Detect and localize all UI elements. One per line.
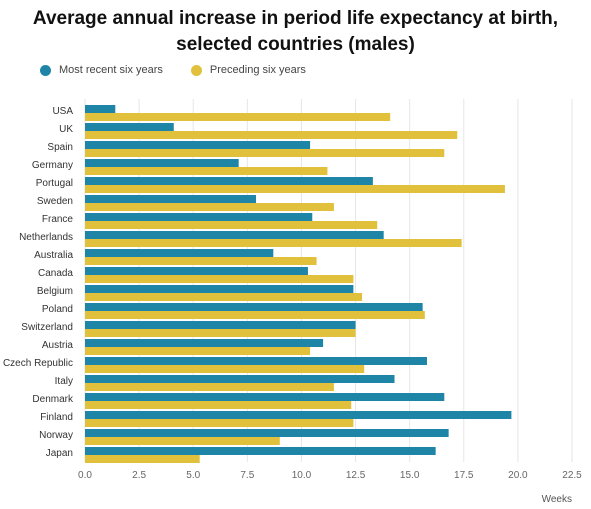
bar-recent	[85, 339, 324, 347]
category-label: Australia	[34, 250, 73, 261]
x-tick-label: 12.5	[346, 470, 366, 481]
bar-preceding	[85, 149, 445, 157]
bar-recent	[85, 249, 274, 257]
bar-preceding	[85, 329, 356, 337]
bar-preceding	[85, 347, 311, 355]
bar-preceding	[85, 437, 280, 445]
category-label: Portugal	[36, 178, 73, 189]
bar-recent	[85, 411, 512, 419]
bar-recent	[85, 303, 423, 311]
bar-preceding	[85, 203, 334, 211]
bar-preceding	[85, 221, 378, 229]
category-label: Italy	[55, 376, 73, 387]
bar-preceding	[85, 401, 352, 409]
x-tick-label: 17.5	[454, 470, 474, 481]
x-tick-label: 7.5	[240, 470, 254, 481]
bar-preceding	[85, 365, 365, 373]
bar-recent	[85, 177, 373, 185]
category-label: Czech Republic	[3, 358, 73, 369]
bar-preceding	[85, 239, 462, 247]
bar-recent	[85, 213, 313, 221]
legend: Most recent six years Preceding six year…	[40, 64, 334, 76]
legend-label-preceding: Preceding six years	[209, 64, 306, 76]
bar-recent	[85, 447, 436, 455]
bar-recent	[85, 267, 308, 275]
bar-preceding	[85, 419, 354, 427]
category-label: Belgium	[37, 286, 73, 297]
category-label: Denmark	[32, 394, 74, 405]
bar-preceding	[85, 131, 458, 139]
legend-label-recent: Most recent six years	[59, 64, 163, 76]
x-tick-label: 5.0	[186, 470, 200, 481]
category-label: France	[42, 214, 74, 225]
bar-recent	[85, 195, 256, 203]
category-label: UK	[59, 124, 73, 135]
category-label: Norway	[39, 430, 73, 441]
bar-preceding	[85, 383, 334, 391]
bar-recent	[85, 285, 354, 293]
category-label: Austria	[42, 340, 74, 351]
x-axis-label: Weeks	[542, 494, 572, 505]
category-label: Sweden	[37, 196, 73, 207]
bar-recent	[85, 231, 384, 239]
bar-recent	[85, 429, 449, 437]
bar-recent	[85, 141, 311, 149]
x-tick-label: 0.0	[78, 470, 92, 481]
bar-preceding	[85, 275, 354, 283]
bar-recent	[85, 321, 356, 329]
bar-preceding	[85, 293, 363, 301]
category-label: Finland	[40, 412, 73, 423]
category-label: Germany	[32, 160, 73, 171]
category-label: USA	[52, 106, 73, 117]
bar-preceding	[85, 455, 200, 463]
bar-preceding	[85, 257, 317, 265]
bar-recent	[85, 357, 427, 365]
category-label: Japan	[46, 448, 73, 459]
chart-title: Average annual increase in period life e…	[0, 6, 591, 58]
bar-recent	[85, 105, 116, 113]
legend-swatch-preceding	[190, 64, 202, 76]
x-tick-label: 2.5	[132, 470, 146, 481]
bar-recent	[85, 159, 239, 167]
x-tick-label: 20.0	[508, 470, 528, 481]
bar-preceding	[85, 113, 391, 121]
legend-swatch-recent	[40, 64, 51, 76]
bar-preceding	[85, 185, 505, 193]
x-tick-label: 10.0	[292, 470, 312, 481]
category-label: Poland	[42, 304, 73, 315]
x-tick-label: 22.5	[562, 470, 582, 481]
chart-title-line-2: selected countries (males)	[176, 34, 415, 55]
bar-preceding	[85, 167, 328, 175]
bar-recent	[85, 123, 174, 131]
bar-preceding	[85, 311, 425, 319]
x-tick-label: 15.0	[400, 470, 420, 481]
legend-item-preceding[interactable]: Preceding six years	[190, 64, 306, 76]
category-label: Netherlands	[19, 232, 73, 243]
category-label: Spain	[47, 142, 73, 153]
chart-title-line-1: Average annual increase in period life e…	[32, 8, 559, 29]
bar-recent	[85, 375, 395, 383]
category-label: Switzerland	[21, 322, 73, 333]
bar-recent	[85, 393, 445, 401]
category-label: Canada	[38, 268, 73, 279]
legend-item-recent[interactable]: Most recent six years	[40, 64, 163, 76]
